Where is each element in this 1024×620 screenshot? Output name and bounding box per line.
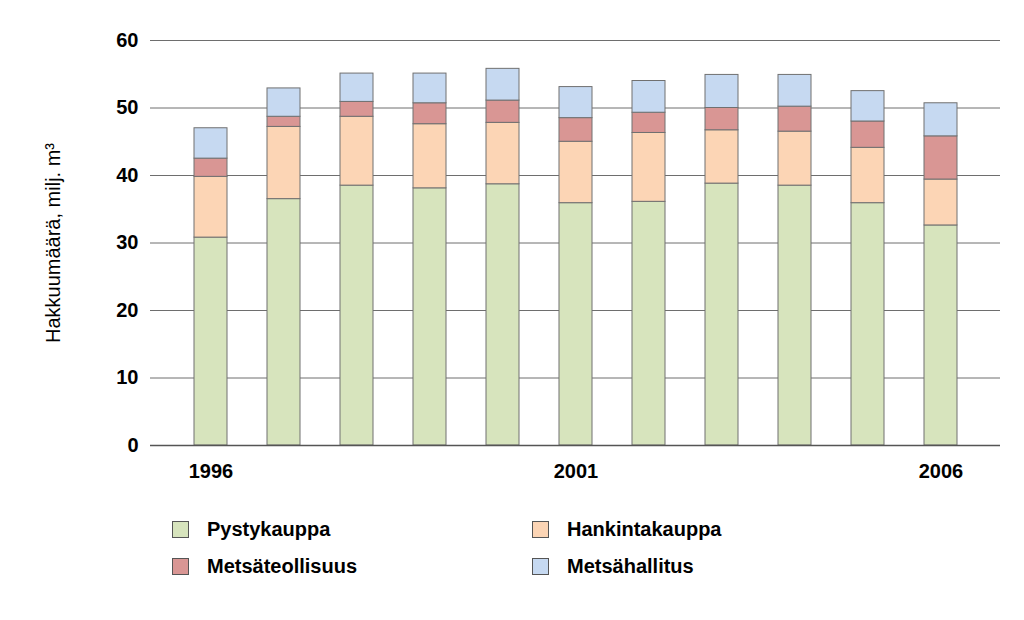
html-text:Pystykauppa: Pystykauppa: [207, 518, 331, 540]
svg-text:0: 0: [127, 434, 138, 456]
svg-text:50: 50: [116, 96, 138, 118]
svg-text:10: 10: [116, 366, 138, 388]
html-text:Hankintakauppa: Hankintakauppa: [567, 518, 722, 540]
svg-text:Hakkuumäärä, milj. m³: Hakkuumäärä, milj. m³: [42, 143, 64, 343]
svg-text:30: 30: [116, 231, 138, 253]
svg-text:20: 20: [116, 299, 138, 321]
svg-text:40: 40: [116, 164, 138, 186]
html-text:Metsäteollisuus: Metsäteollisuus: [207, 555, 357, 577]
svg-text:2006: 2006: [919, 460, 964, 482]
svg-text:2001: 2001: [554, 460, 599, 482]
svg-text:1996: 1996: [189, 460, 234, 482]
html-text:Metsähallitus: Metsähallitus: [567, 555, 694, 577]
svg-text:60: 60: [116, 29, 138, 51]
